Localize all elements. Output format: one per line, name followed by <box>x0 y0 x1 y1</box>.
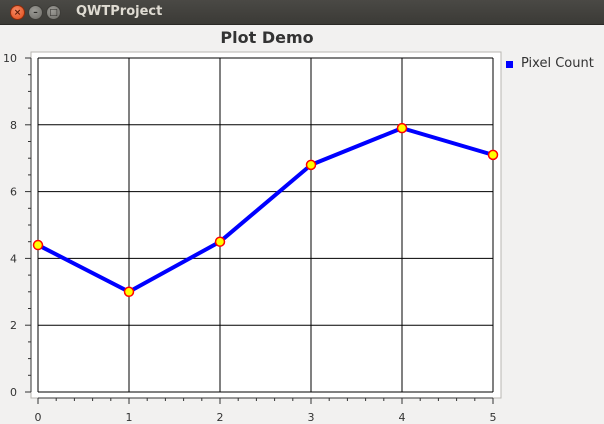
data-point-4 <box>396 122 408 134</box>
maximize-window-button[interactable]: □ <box>46 5 61 20</box>
x-tick-label-3: 3 <box>308 411 315 424</box>
data-point-5 <box>487 149 499 161</box>
x-tick-label-2: 2 <box>217 411 224 424</box>
x-tick-label-5: 5 <box>490 411 497 424</box>
data-point-3 <box>305 159 317 171</box>
window-title: QWTProject <box>76 4 163 19</box>
close-window-button[interactable]: × <box>10 5 25 20</box>
legend-label: Pixel Count <box>521 56 594 71</box>
data-point-2 <box>214 236 226 247</box>
x-tick-label-1: 1 <box>126 411 133 424</box>
window-titlebar[interactable]: × – □ QWTProject <box>0 0 604 25</box>
x-tick-label-4: 4 <box>399 411 406 424</box>
data-point-1 <box>123 286 135 298</box>
y-tick-label-6: 6 <box>10 186 17 199</box>
y-tick-label-8: 8 <box>10 119 17 132</box>
series-line-0 <box>37 126 494 294</box>
y-tick-label-10: 10 <box>3 52 17 65</box>
y-tick-label-4: 4 <box>10 252 17 265</box>
x-tick-label-0: 0 <box>35 411 42 424</box>
y-tick-label-2: 2 <box>10 319 17 332</box>
plot-canvas-background <box>30 51 502 399</box>
y-tick-label-0: 0 <box>10 386 17 399</box>
data-point-0 <box>32 239 44 251</box>
plot-title: Plot Demo <box>220 28 314 47</box>
minimize-window-button[interactable]: – <box>28 5 43 20</box>
legend-swatch <box>506 61 513 68</box>
